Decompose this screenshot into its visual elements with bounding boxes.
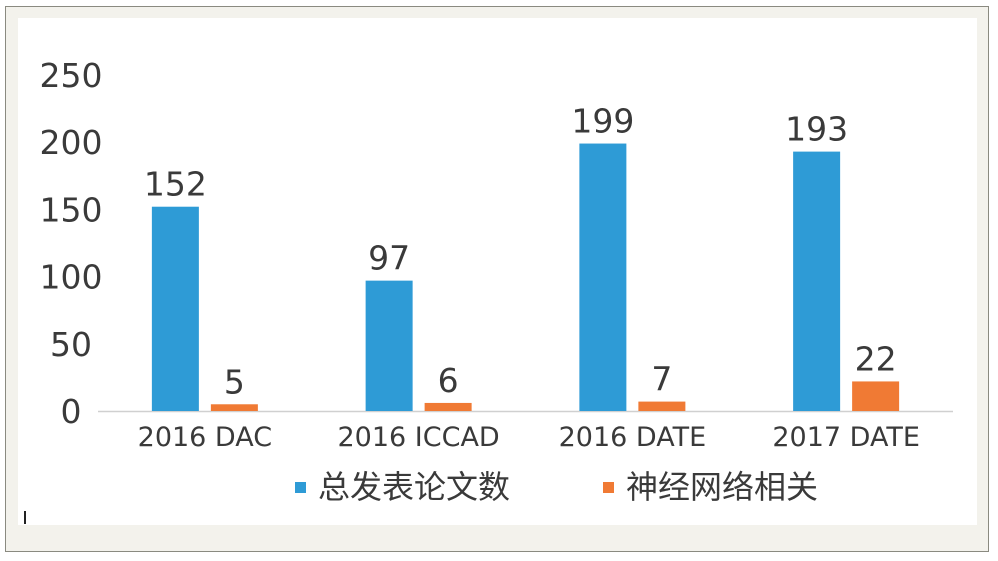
text-cursor-mark [24, 511, 26, 524]
data-label: 152 [144, 165, 207, 204]
data-label: 7 [651, 360, 672, 399]
x-category-label: 2016 DAC [138, 422, 272, 453]
data-label: 22 [855, 339, 897, 378]
y-tick-label: 200 [40, 123, 103, 162]
bar-nn-0 [210, 404, 258, 411]
bar-nn-1 [424, 402, 472, 411]
y-tick-label: 150 [40, 190, 103, 229]
data-label: 193 [785, 110, 848, 149]
data-label: 199 [571, 102, 634, 141]
bar-total-2 [579, 143, 627, 411]
y-tick-label: 250 [40, 56, 103, 95]
legend-swatch [603, 482, 614, 493]
data-label: 6 [438, 361, 459, 400]
bar-nn-2 [638, 401, 686, 411]
legend-label: 总发表论文数 [318, 468, 510, 506]
bar-total-0 [151, 206, 199, 411]
y-tick-label: 0 [61, 392, 82, 431]
x-category-label: 2017 DATE [772, 422, 920, 453]
y-tick-label: 50 [50, 325, 92, 364]
bar-chart: 0 50 100 150 200 250 152 5 2016 DAC 97 6 2016 ICCAD… [40, 56, 953, 506]
bar-total-3 [793, 151, 841, 411]
legend-label: 神经网络相关 [626, 468, 818, 506]
y-tick-label: 100 [40, 258, 103, 297]
bar-nn-3 [852, 381, 900, 411]
chart-frame: 0 50 100 150 200 250 152 5 2016 DAC 97 6 2016 ICCAD… [5, 6, 989, 552]
data-label: 5 [224, 362, 245, 401]
legend-swatch [295, 482, 306, 493]
data-label: 97 [368, 239, 410, 278]
bar-total-1 [365, 280, 413, 411]
chart-panel: 0 50 100 150 200 250 152 5 2016 DAC 97 6 2016 ICCAD… [18, 18, 977, 525]
x-category-label: 2016 DATE [559, 422, 707, 453]
x-category-label: 2016 ICCAD [338, 422, 500, 453]
